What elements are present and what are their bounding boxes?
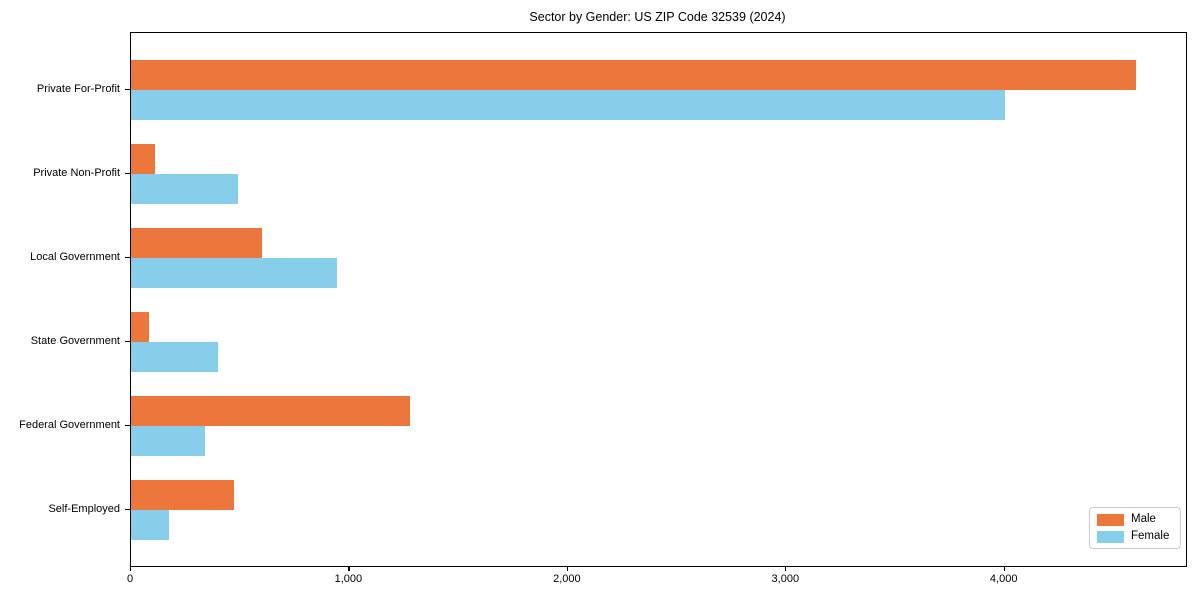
ytick-mark	[125, 172, 130, 174]
xtick-label-1000: 1,000	[334, 573, 363, 585]
ytick-mark	[125, 88, 130, 90]
ytick-mark	[125, 509, 130, 511]
ytick-mark	[125, 340, 130, 342]
legend: Male Female	[1089, 507, 1181, 549]
ytick-label-self-employed: Self-Employed	[48, 503, 120, 515]
legend-row-female: Female	[1097, 530, 1173, 543]
legend-swatch-male	[1097, 513, 1124, 526]
ytick-mark	[125, 424, 130, 427]
xtick-label-0: 0	[126, 573, 134, 585]
xtick-mark	[130, 566, 132, 571]
bar-male-federal-government	[131, 395, 410, 426]
xtick-label-3000: 3,000	[771, 573, 800, 585]
legend-row-male: Male	[1097, 513, 1173, 526]
bar-female-federal-government	[131, 425, 206, 456]
ytick-mark	[125, 256, 130, 258]
xtick-label-2000: 2,000	[553, 573, 581, 585]
legend-swatch-female	[1097, 530, 1124, 543]
ytick-label-private-non-profit: Private Non-Profit	[33, 166, 120, 179]
bar-male-private-for-profit	[131, 59, 1136, 90]
chart-title: Sector by Gender: US ZIP Code 32539 (202…	[529, 10, 786, 24]
bar-female-private-non-profit	[131, 173, 238, 204]
legend-label-female: Female	[1131, 530, 1170, 542]
plot-area	[130, 32, 1187, 567]
xtick-mark	[785, 566, 787, 571]
xtick-mark	[566, 566, 569, 571]
bar-female-self-employed	[131, 510, 170, 540]
bar-male-private-non-profit	[131, 143, 155, 174]
ytick-label-private-for-profit: Private For-Profit	[36, 82, 120, 95]
xtick-label-4000: 4,000	[989, 573, 1018, 585]
bar-female-private-for-profit	[131, 89, 1005, 120]
xtick-mark	[348, 566, 350, 571]
ytick-label-federal-government: Federal Government	[19, 418, 120, 431]
ytick-label-state-government: State Government	[30, 334, 120, 347]
bar-male-self-employed	[131, 480, 234, 510]
xtick-mark	[1003, 566, 1005, 571]
bar-female-local-government	[131, 257, 338, 288]
bar-female-state-government	[131, 341, 219, 372]
bar-male-local-government	[131, 227, 263, 258]
ytick-label-local-government: Local Government	[30, 250, 120, 263]
legend-label-male: Male	[1131, 513, 1156, 525]
bar-male-state-government	[131, 311, 149, 342]
